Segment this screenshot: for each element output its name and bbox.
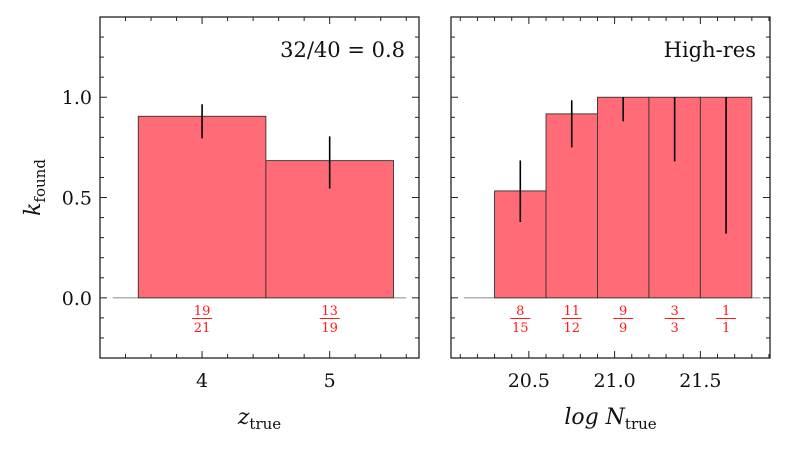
x-tick-label: 5 (324, 370, 336, 392)
fraction-denominator: 12 (563, 321, 580, 336)
fraction-denominator: 1 (722, 321, 730, 336)
fraction-denominator: 15 (512, 321, 529, 336)
x-tick-label: 20.5 (508, 370, 550, 392)
fraction-denominator: 9 (619, 321, 627, 336)
count-fraction: 99 (613, 304, 634, 336)
axes-frame (99, 16, 420, 359)
count-fraction: 815 (510, 304, 531, 336)
y-tick-label: 0.0 (62, 288, 92, 310)
count-fraction: 11 (716, 304, 737, 336)
fraction-denominator: 21 (194, 321, 211, 336)
fraction-numerator: 19 (194, 304, 211, 319)
fraction-numerator: 8 (516, 304, 524, 319)
fraction-denominator: 19 (321, 321, 338, 336)
bar (137, 115, 267, 299)
fraction-numerator: 1 (722, 304, 730, 319)
y-axis-label: kfound (21, 159, 49, 216)
y-axis-label-main: k (21, 203, 46, 216)
x-axis-label: ztrue (237, 405, 281, 433)
fraction-numerator: 13 (321, 304, 338, 319)
x-axis-label-sub: true (625, 415, 657, 433)
fraction-numerator: 9 (619, 304, 627, 319)
x-axis-label-main: z (237, 405, 250, 430)
bar (597, 96, 650, 299)
count-fraction: 33 (664, 304, 685, 336)
y-axis-label-sub: found (31, 159, 49, 203)
x-tick-label: 21.5 (679, 370, 721, 392)
panel-annotation: 32/40 = 0.8 (280, 38, 405, 62)
axes-frame (450, 16, 771, 359)
fraction-numerator: 3 (671, 304, 679, 319)
x-tick-label: 4 (196, 370, 208, 392)
x-tick-label: 21.0 (593, 370, 635, 392)
fraction-denominator: 3 (671, 321, 679, 336)
y-tick-label: 0.5 (62, 188, 92, 210)
x-axis-label: log Ntrue (564, 405, 656, 433)
panel-annotation: High-res (664, 38, 756, 62)
fraction-numerator: 11 (563, 304, 580, 319)
x-axis-label-sub: true (249, 415, 281, 433)
x-axis-label-main: log N (564, 405, 625, 430)
y-tick-label: 1.0 (62, 87, 92, 109)
